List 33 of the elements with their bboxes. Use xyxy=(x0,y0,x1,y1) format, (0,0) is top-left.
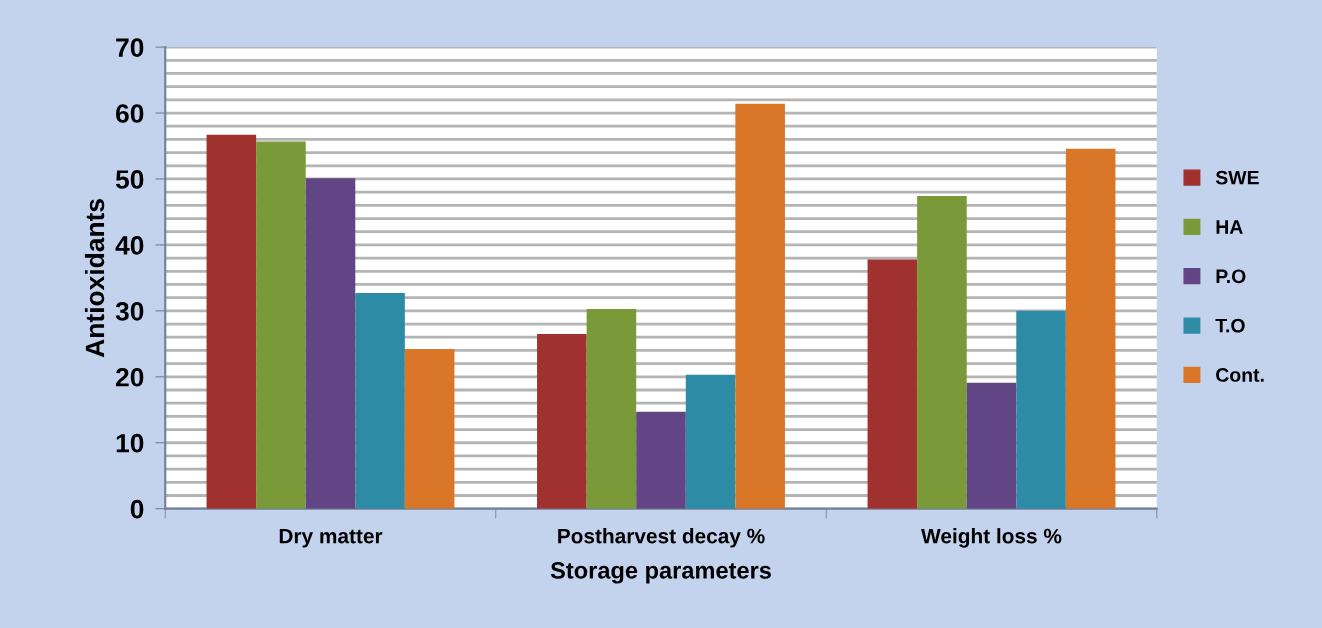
x-tick-label: Postharvest decay % xyxy=(558,528,765,548)
legend-label: P.O xyxy=(1216,269,1246,284)
bar xyxy=(586,308,637,509)
x-tick-label: Dry matter xyxy=(279,528,383,548)
y-tick-label: 0 xyxy=(130,499,144,519)
y-tick-label: 70 xyxy=(116,38,144,57)
y-tick-label: 60 xyxy=(116,104,144,123)
y-tick-label: 30 xyxy=(115,301,144,321)
y-axis-title: Antioxidants xyxy=(84,199,105,358)
bar xyxy=(256,141,306,509)
bar xyxy=(917,196,967,509)
bar xyxy=(685,374,736,509)
x-tick-label: Weight loss % xyxy=(921,528,1062,548)
y-tick-label: 20 xyxy=(115,367,144,387)
bar xyxy=(867,259,918,509)
legend-label: Cont. xyxy=(1216,368,1264,382)
y-tick-label: 10 xyxy=(116,433,144,453)
bar xyxy=(735,103,785,509)
y-tick-label: 50 xyxy=(115,170,144,189)
bar xyxy=(966,382,1017,509)
bar xyxy=(404,349,455,509)
bar xyxy=(636,411,686,509)
legend-label: HA xyxy=(1216,220,1243,234)
bar xyxy=(206,134,257,509)
x-axis-title: Storage parameters xyxy=(550,562,771,584)
legend-label: T.O xyxy=(1215,318,1245,333)
bar xyxy=(537,333,587,509)
bar xyxy=(355,293,405,509)
legend-label: SWE xyxy=(1215,170,1259,185)
y-tick-label: 40 xyxy=(115,236,144,255)
bar xyxy=(305,178,356,509)
bar xyxy=(1016,310,1066,509)
bar xyxy=(1065,148,1116,509)
